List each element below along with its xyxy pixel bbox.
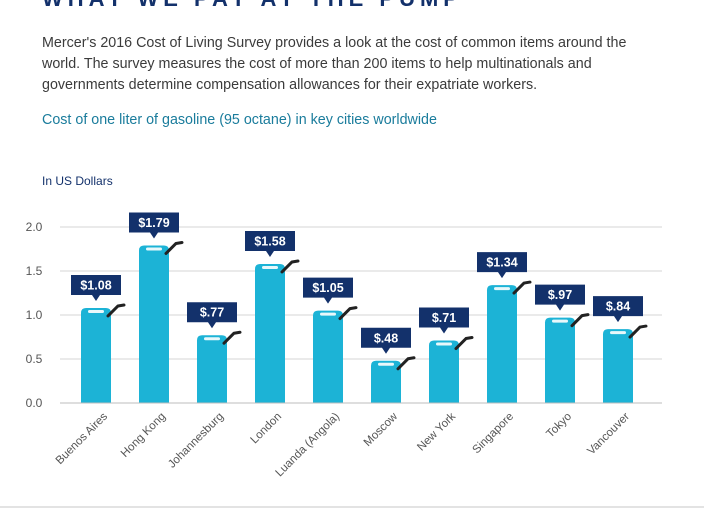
nozzle-icon [106, 303, 126, 318]
data-label: $1.08 [80, 278, 111, 292]
nozzle-icon [164, 240, 184, 255]
y-tick-label: 0.0 [26, 396, 43, 410]
data-label: $1.05 [312, 281, 343, 295]
bar-cap [436, 342, 452, 346]
bar [255, 263, 285, 403]
x-tick-label: New York [415, 410, 458, 453]
y-tick-label: 1.5 [26, 264, 43, 278]
data-label-box [303, 277, 353, 304]
nozzle-icon [396, 356, 416, 371]
x-tick-label: Johannesburg [166, 411, 226, 471]
x-tick-label: Tokyo [544, 411, 574, 441]
nozzle-icon [280, 259, 300, 274]
x-tick-label: Vancouver [585, 411, 632, 458]
data-label-box [71, 274, 121, 301]
bar-cap [610, 331, 626, 335]
bar-cap [552, 319, 568, 323]
bar [429, 340, 459, 403]
bar [487, 285, 517, 403]
data-label-box [245, 230, 295, 257]
y-tick-label: 0.5 [26, 352, 43, 366]
x-tick-label: Hong Kong [119, 411, 168, 460]
divider [0, 506, 704, 508]
data-label: $.97 [548, 288, 572, 302]
bar [81, 307, 111, 403]
y-tick-label: 1.0 [26, 308, 43, 322]
bar-cap [204, 337, 220, 341]
bar-cap [262, 265, 278, 269]
nozzle-icon [454, 336, 474, 351]
nozzle-icon [222, 330, 242, 345]
y-axis-label: In US Dollars [42, 174, 113, 188]
x-tick-label: Luanda (Angola) [273, 411, 342, 480]
data-label: $.71 [432, 311, 456, 325]
y-tick-label: 2.0 [26, 220, 43, 234]
bar [313, 310, 343, 403]
intro-paragraph: Mercer's 2016 Cost of Living Survey prov… [42, 35, 627, 93]
data-label: $1.34 [486, 256, 517, 270]
bar-cap [378, 362, 394, 366]
chart-subtitle: Cost of one liter of gasoline (95 octane… [42, 112, 437, 128]
nozzle-icon [512, 280, 532, 295]
data-label: $.48 [374, 331, 398, 345]
x-tick-label: Moscow [362, 410, 401, 449]
data-label: $.77 [200, 306, 224, 320]
bar-cap [320, 312, 336, 316]
data-label-box [535, 284, 585, 311]
bar-cap [88, 309, 104, 313]
bar-cap [494, 287, 510, 291]
data-label-box [419, 307, 469, 334]
x-tick-label: London [249, 411, 285, 447]
data-label-box [477, 252, 527, 279]
bar [371, 360, 401, 403]
x-tick-label: Singapore [471, 411, 517, 457]
nozzle-icon [338, 306, 358, 321]
bar [139, 245, 169, 403]
data-label: $1.79 [138, 216, 169, 230]
bar [603, 329, 633, 403]
nozzle-icon [628, 324, 648, 339]
data-label-box [129, 212, 179, 239]
bar [545, 317, 575, 403]
data-label-box [361, 327, 411, 354]
data-label-box [593, 296, 643, 323]
nozzle-icon [570, 313, 590, 328]
data-label-box [187, 302, 237, 329]
bar-cap [146, 247, 162, 251]
bar [197, 335, 227, 403]
x-tick-label: Buenos Aires [54, 410, 111, 467]
data-label: $.84 [606, 300, 630, 314]
data-label: $1.58 [254, 234, 285, 248]
page-title: WHAT WE PAY AT THE PUMP [42, 0, 463, 12]
